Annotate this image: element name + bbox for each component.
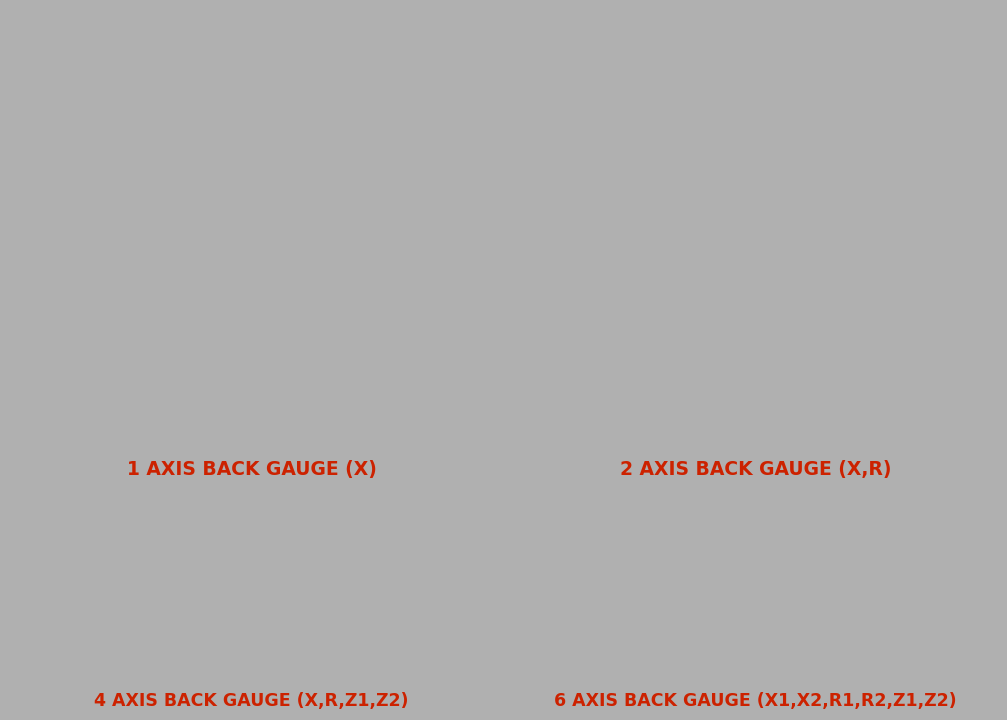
Text: 4 AXIS BACK GAUGE (X,R,Z1,Z2): 4 AXIS BACK GAUGE (X,R,Z1,Z2) (95, 693, 409, 710)
Text: 6 AXIS BACK GAUGE (X1,X2,R1,R2,Z1,Z2): 6 AXIS BACK GAUGE (X1,X2,R1,R2,Z1,Z2) (554, 693, 957, 710)
Text: 2 AXIS BACK GAUGE (X,R): 2 AXIS BACK GAUGE (X,R) (619, 460, 891, 480)
Text: 1 AXIS BACK GAUGE (X): 1 AXIS BACK GAUGE (X) (127, 460, 377, 480)
